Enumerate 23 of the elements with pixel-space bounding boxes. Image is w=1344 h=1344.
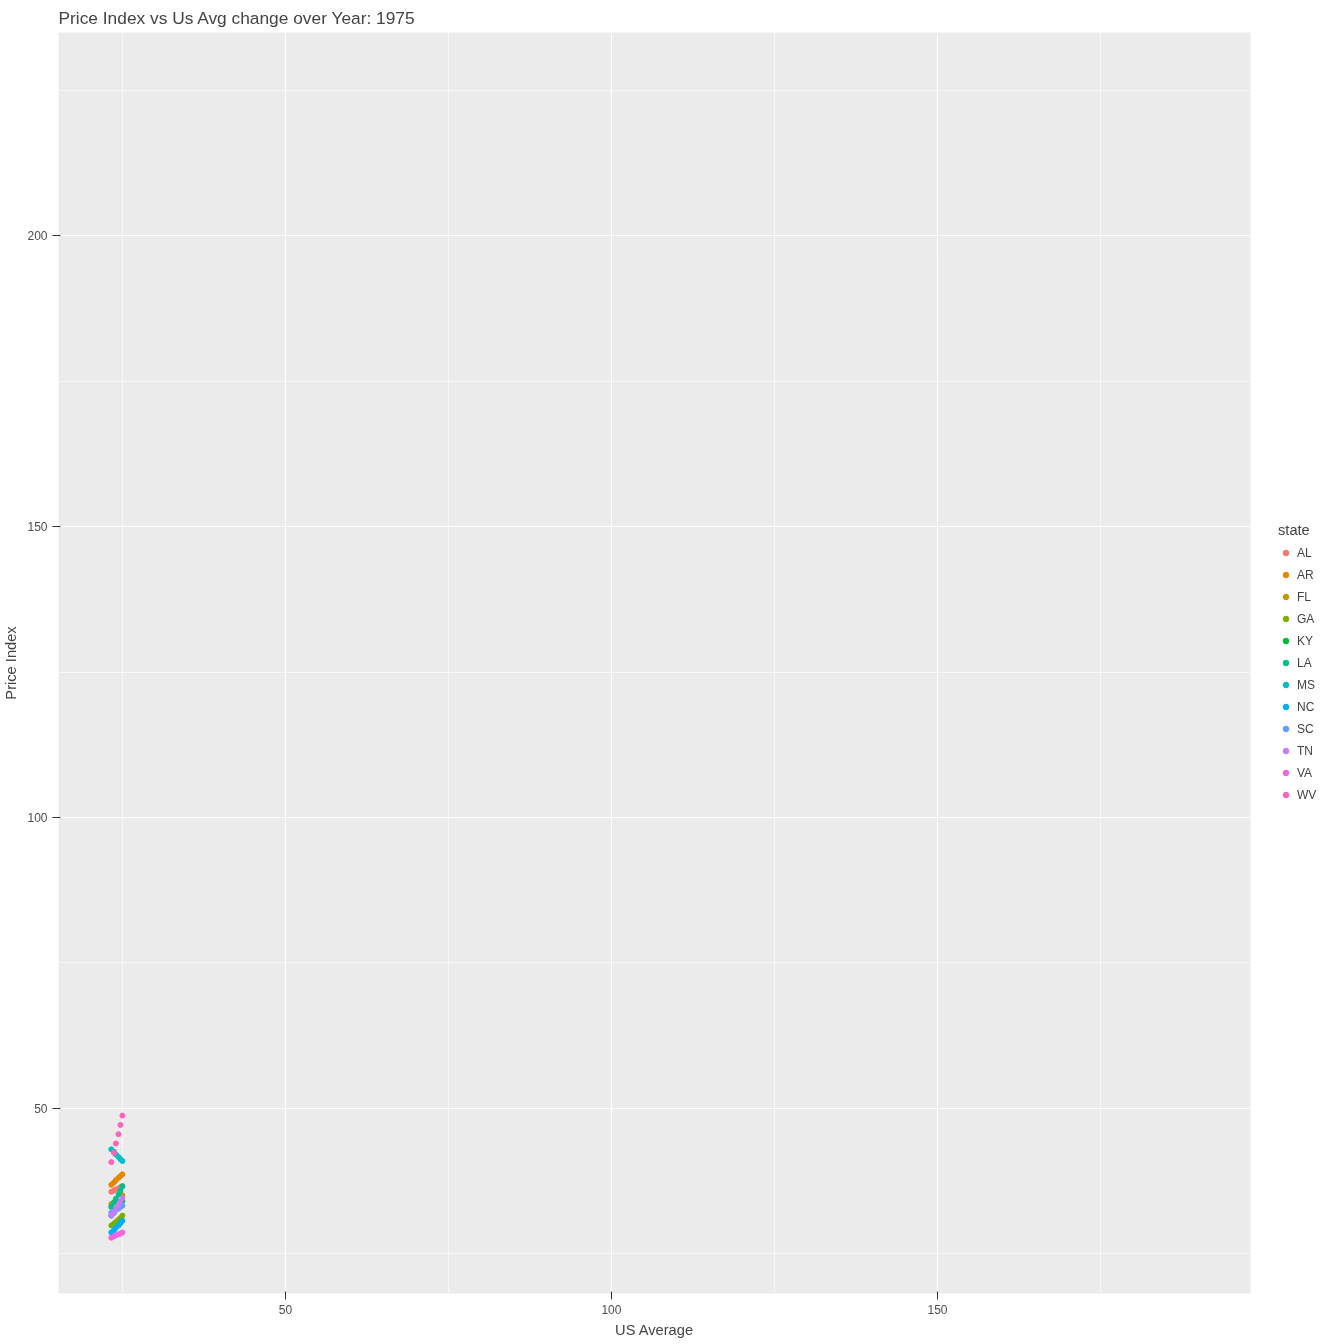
legend-label: TN [1297, 743, 1314, 757]
x-axis-title: US Average [615, 1321, 694, 1338]
x-tick-label: 50 [278, 1302, 293, 1317]
legend-label: AL [1297, 545, 1313, 559]
y-tick-label: 50 [34, 1101, 48, 1116]
legend-label: MS [1297, 677, 1316, 691]
legend-label: AR [1297, 567, 1315, 581]
legend-label: SC [1297, 721, 1315, 735]
y-tick-label: 200 [27, 229, 48, 244]
y-tick-label: 100 [27, 810, 48, 825]
legend-title: state [1278, 521, 1311, 537]
legend-label: FL [1297, 589, 1312, 603]
x-tick-label: 150 [927, 1302, 948, 1317]
legend-label: KY [1297, 633, 1314, 647]
legend-label: WV [1297, 787, 1317, 801]
legend-label: NC [1297, 699, 1316, 713]
legend-label: VA [1297, 765, 1314, 779]
y-tick-label: 150 [27, 520, 48, 535]
chart-title: Price Index vs Us Avg change over Year: 1975 [58, 7, 415, 28]
legend-label: GA [1297, 611, 1316, 625]
y-axis-title: Price Index [3, 625, 20, 700]
x-tick-label: 100 [601, 1302, 622, 1317]
legend-label: LA [1297, 655, 1313, 669]
